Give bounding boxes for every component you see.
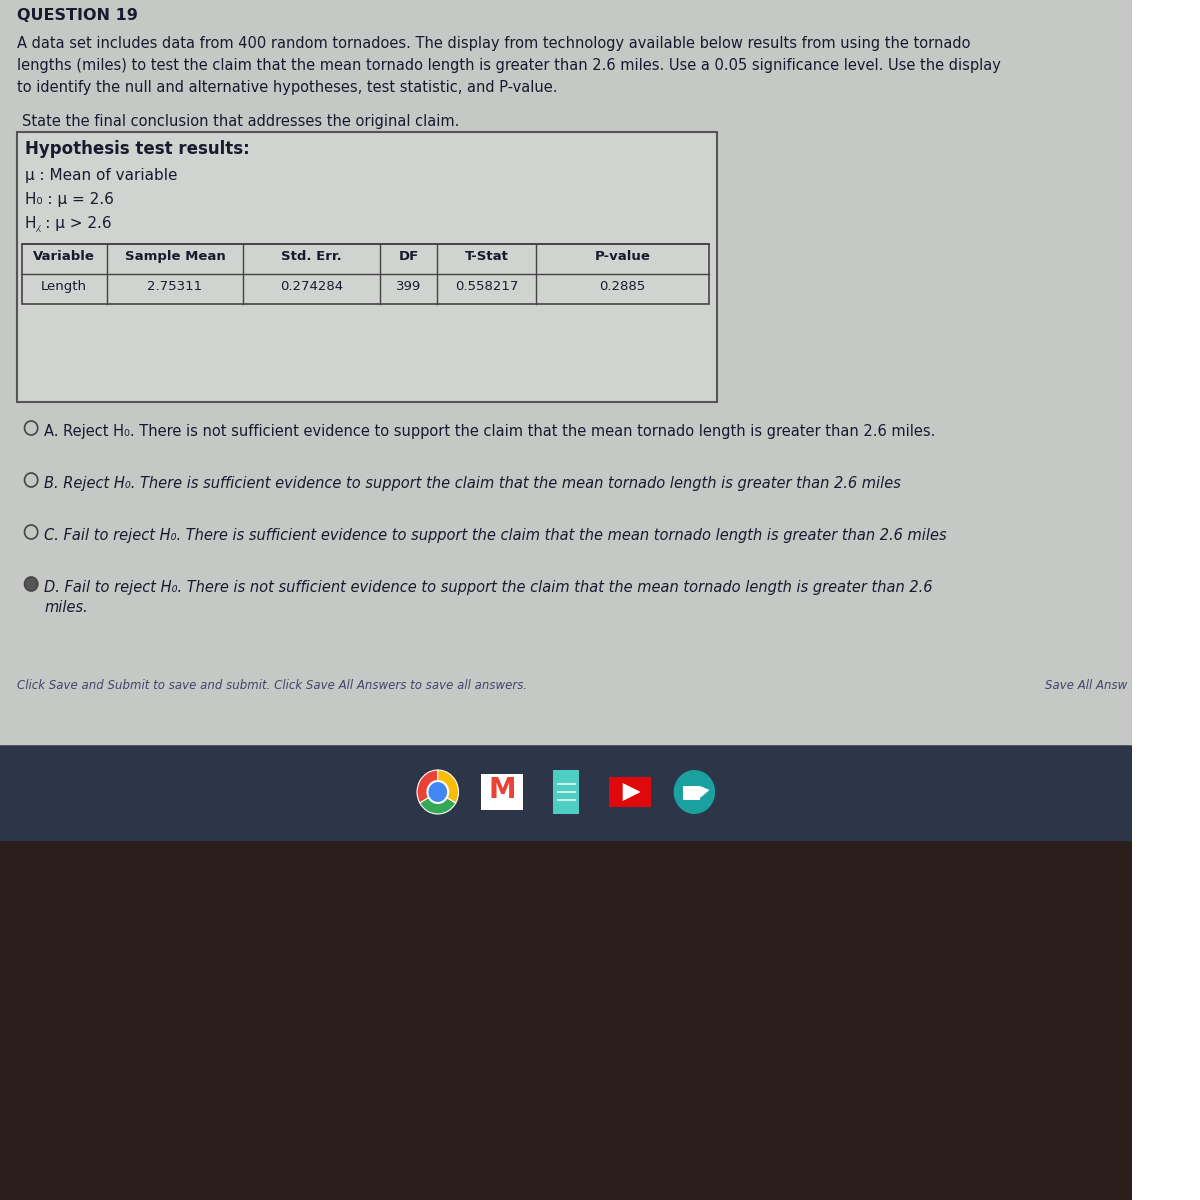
Circle shape [427, 781, 448, 803]
Text: Hypothesis test results:: Hypothesis test results: [24, 140, 250, 158]
Text: to identify the null and alternative hypotheses, test statistic, and P-value.: to identify the null and alternative hyp… [17, 80, 558, 95]
Polygon shape [623, 782, 641, 802]
Text: P-value: P-value [595, 250, 650, 263]
Bar [0, 0, 1132, 744]
Text: 399: 399 [396, 280, 421, 293]
Text: H₀ : μ = 2.6: H₀ : μ = 2.6 [24, 192, 114, 206]
Bar [22, 274, 709, 304]
Text: Sample Mean: Sample Mean [125, 250, 226, 263]
Wedge shape [418, 770, 438, 803]
Bar [17, 132, 718, 402]
Text: Save All Answ: Save All Answ [1045, 679, 1128, 692]
Text: C. Fail to reject H₀. There is sufficient evidence to support the claim that the: C. Fail to reject H₀. There is sufficien… [44, 528, 947, 542]
Text: Length: Length [41, 280, 88, 293]
Text: D. Fail to reject H₀. There is not sufficient evidence to support the claim that: D. Fail to reject H₀. There is not suffi… [44, 580, 932, 595]
Bar [22, 244, 709, 274]
Text: Variable: Variable [34, 250, 95, 263]
Text: A data set includes data from 400 random tornadoes. The display from technology : A data set includes data from 400 random… [17, 36, 971, 50]
Text: M: M [488, 776, 516, 804]
Bar [553, 770, 580, 814]
Text: T-Stat: T-Stat [464, 250, 509, 263]
Text: A. Reject H₀. There is not sufficient evidence to support the claim that the mea: A. Reject H₀. There is not sufficient ev… [44, 424, 936, 439]
Wedge shape [438, 770, 458, 803]
Bar [0, 0, 1132, 744]
Text: H⁁ : μ > 2.6: H⁁ : μ > 2.6 [24, 216, 112, 232]
Bar [0, 840, 1132, 1200]
Text: Click Save and Submit to save and submit. Click Save All Answers to save all ans: Click Save and Submit to save and submit… [17, 679, 527, 692]
Text: Std. Err.: Std. Err. [282, 250, 342, 263]
Text: 2.75311: 2.75311 [148, 280, 203, 293]
Bar [683, 786, 700, 800]
Bar [22, 244, 709, 304]
Text: State the final conclusion that addresses the original claim.: State the final conclusion that addresse… [22, 114, 460, 128]
Circle shape [673, 770, 715, 814]
Bar [610, 778, 652, 806]
Text: 0.2885: 0.2885 [600, 280, 646, 293]
Text: miles.: miles. [44, 600, 88, 614]
Circle shape [24, 577, 37, 590]
Text: 0.274284: 0.274284 [281, 280, 343, 293]
Bar [0, 744, 1132, 840]
Text: DF: DF [398, 250, 419, 263]
Wedge shape [420, 792, 456, 814]
Text: μ : Mean of variable: μ : Mean of variable [24, 168, 178, 182]
Text: B. Reject H₀. There is sufficient evidence to support the claim that the mean to: B. Reject H₀. There is sufficient eviden… [44, 476, 901, 491]
Text: QUESTION 19: QUESTION 19 [17, 8, 138, 23]
Text: lengths (miles) to test the claim that the mean tornado length is greater than 2: lengths (miles) to test the claim that t… [17, 58, 1001, 73]
Bar [481, 774, 523, 810]
Text: 0.558217: 0.558217 [455, 280, 518, 293]
Polygon shape [700, 786, 709, 798]
